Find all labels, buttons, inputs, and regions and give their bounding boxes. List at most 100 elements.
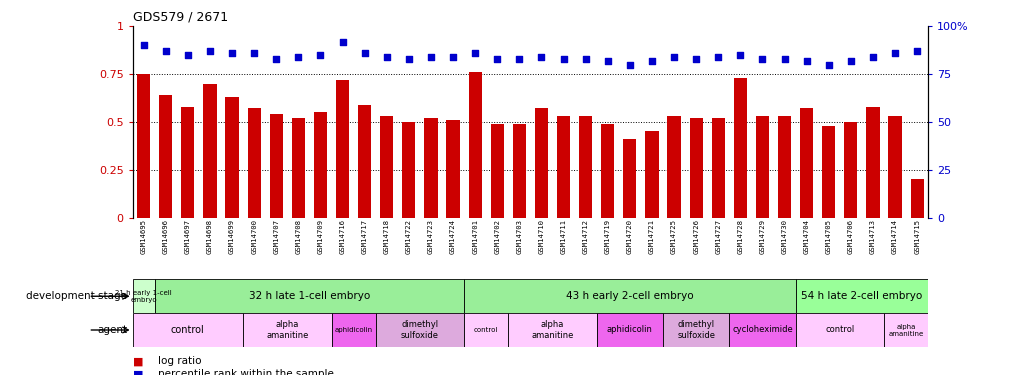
Point xyxy=(732,52,748,58)
Text: GSM14714: GSM14714 xyxy=(892,219,897,254)
Bar xyxy=(490,124,503,218)
Bar xyxy=(464,313,507,347)
Bar xyxy=(600,124,613,218)
Point xyxy=(378,54,394,60)
Text: GSM14713: GSM14713 xyxy=(869,219,875,254)
Bar xyxy=(314,112,327,218)
Text: GSM14710: GSM14710 xyxy=(538,219,544,254)
Text: GSM14729: GSM14729 xyxy=(759,219,764,254)
Point xyxy=(202,48,218,54)
Text: control: control xyxy=(171,325,205,335)
Text: GSM14720: GSM14720 xyxy=(627,219,632,254)
Bar xyxy=(181,106,195,218)
Text: GSM14697: GSM14697 xyxy=(184,219,191,254)
Bar xyxy=(464,279,795,313)
Point xyxy=(643,58,659,64)
Point xyxy=(511,56,527,62)
Point xyxy=(798,58,814,64)
Bar xyxy=(689,118,702,218)
Text: GSM14695: GSM14695 xyxy=(141,219,147,254)
Text: alpha
amanitine: alpha amanitine xyxy=(888,324,923,336)
Point xyxy=(246,50,262,56)
Bar xyxy=(910,179,923,218)
Text: GSM14702: GSM14702 xyxy=(494,219,499,254)
Point xyxy=(842,58,858,64)
Text: GSM14717: GSM14717 xyxy=(362,219,367,254)
Point xyxy=(688,56,704,62)
Bar xyxy=(579,116,592,218)
Text: control: control xyxy=(824,326,854,334)
Text: alpha
amanitine: alpha amanitine xyxy=(531,320,573,340)
Point xyxy=(754,56,770,62)
Bar xyxy=(225,97,238,218)
Point xyxy=(555,56,572,62)
Text: log ratio: log ratio xyxy=(158,356,202,366)
Text: GSM14700: GSM14700 xyxy=(251,219,257,254)
Text: GSM14725: GSM14725 xyxy=(671,219,677,254)
Text: 43 h early 2-cell embryo: 43 h early 2-cell embryo xyxy=(566,291,693,301)
Bar xyxy=(821,126,835,218)
Text: GSM14730: GSM14730 xyxy=(781,219,787,254)
Text: GSM14722: GSM14722 xyxy=(406,219,412,254)
Point xyxy=(665,54,682,60)
Bar xyxy=(883,313,927,347)
Text: GSM14718: GSM14718 xyxy=(383,219,389,254)
Text: GSM14698: GSM14698 xyxy=(207,219,213,254)
Text: GSM14727: GSM14727 xyxy=(714,219,720,254)
Text: GSM14719: GSM14719 xyxy=(604,219,610,254)
Bar xyxy=(291,118,305,218)
Point xyxy=(444,54,461,60)
Bar xyxy=(358,105,371,218)
Bar xyxy=(844,122,857,218)
Point xyxy=(158,48,174,54)
Bar xyxy=(446,120,460,218)
Bar xyxy=(888,116,901,218)
Bar xyxy=(468,72,481,217)
Text: dimethyl
sulfoxide: dimethyl sulfoxide xyxy=(400,320,438,340)
Text: GSM14726: GSM14726 xyxy=(693,219,698,254)
Point xyxy=(622,62,638,68)
Point xyxy=(887,50,903,56)
Point xyxy=(467,50,483,56)
Bar xyxy=(733,78,746,218)
Bar xyxy=(137,74,150,217)
Point xyxy=(775,56,792,62)
Bar xyxy=(155,279,464,313)
Point xyxy=(312,52,328,58)
Bar xyxy=(729,313,795,347)
Text: GSM14721: GSM14721 xyxy=(648,219,654,254)
Point xyxy=(290,54,307,60)
Text: ■: ■ xyxy=(132,369,143,375)
Text: GSM14711: GSM14711 xyxy=(560,219,566,254)
Bar xyxy=(623,139,636,218)
Bar xyxy=(424,118,437,218)
Text: GSM14696: GSM14696 xyxy=(163,219,168,254)
Point xyxy=(820,62,837,68)
Text: GSM14699: GSM14699 xyxy=(229,219,234,254)
Bar xyxy=(375,313,464,347)
Text: agent: agent xyxy=(97,325,127,335)
Bar xyxy=(203,84,216,218)
Bar xyxy=(799,108,812,217)
Bar xyxy=(243,313,331,347)
Bar xyxy=(159,95,172,218)
Bar xyxy=(795,313,883,347)
Text: GSM14706: GSM14706 xyxy=(847,219,853,254)
Point xyxy=(864,54,880,60)
Text: GSM14728: GSM14728 xyxy=(737,219,743,254)
Bar xyxy=(132,279,155,313)
Text: ■: ■ xyxy=(132,356,143,366)
Bar xyxy=(865,106,878,218)
Text: GSM14703: GSM14703 xyxy=(516,219,522,254)
Text: 32 h late 1-cell embryo: 32 h late 1-cell embryo xyxy=(249,291,370,301)
Bar xyxy=(331,313,375,347)
Bar xyxy=(755,116,768,218)
Point xyxy=(136,42,152,48)
Text: GSM14704: GSM14704 xyxy=(803,219,809,254)
Bar xyxy=(777,116,791,218)
Bar xyxy=(556,116,570,218)
Point xyxy=(489,56,505,62)
Text: alpha
amanitine: alpha amanitine xyxy=(266,320,308,340)
Text: cycloheximide: cycloheximide xyxy=(732,326,792,334)
Bar xyxy=(513,124,526,218)
